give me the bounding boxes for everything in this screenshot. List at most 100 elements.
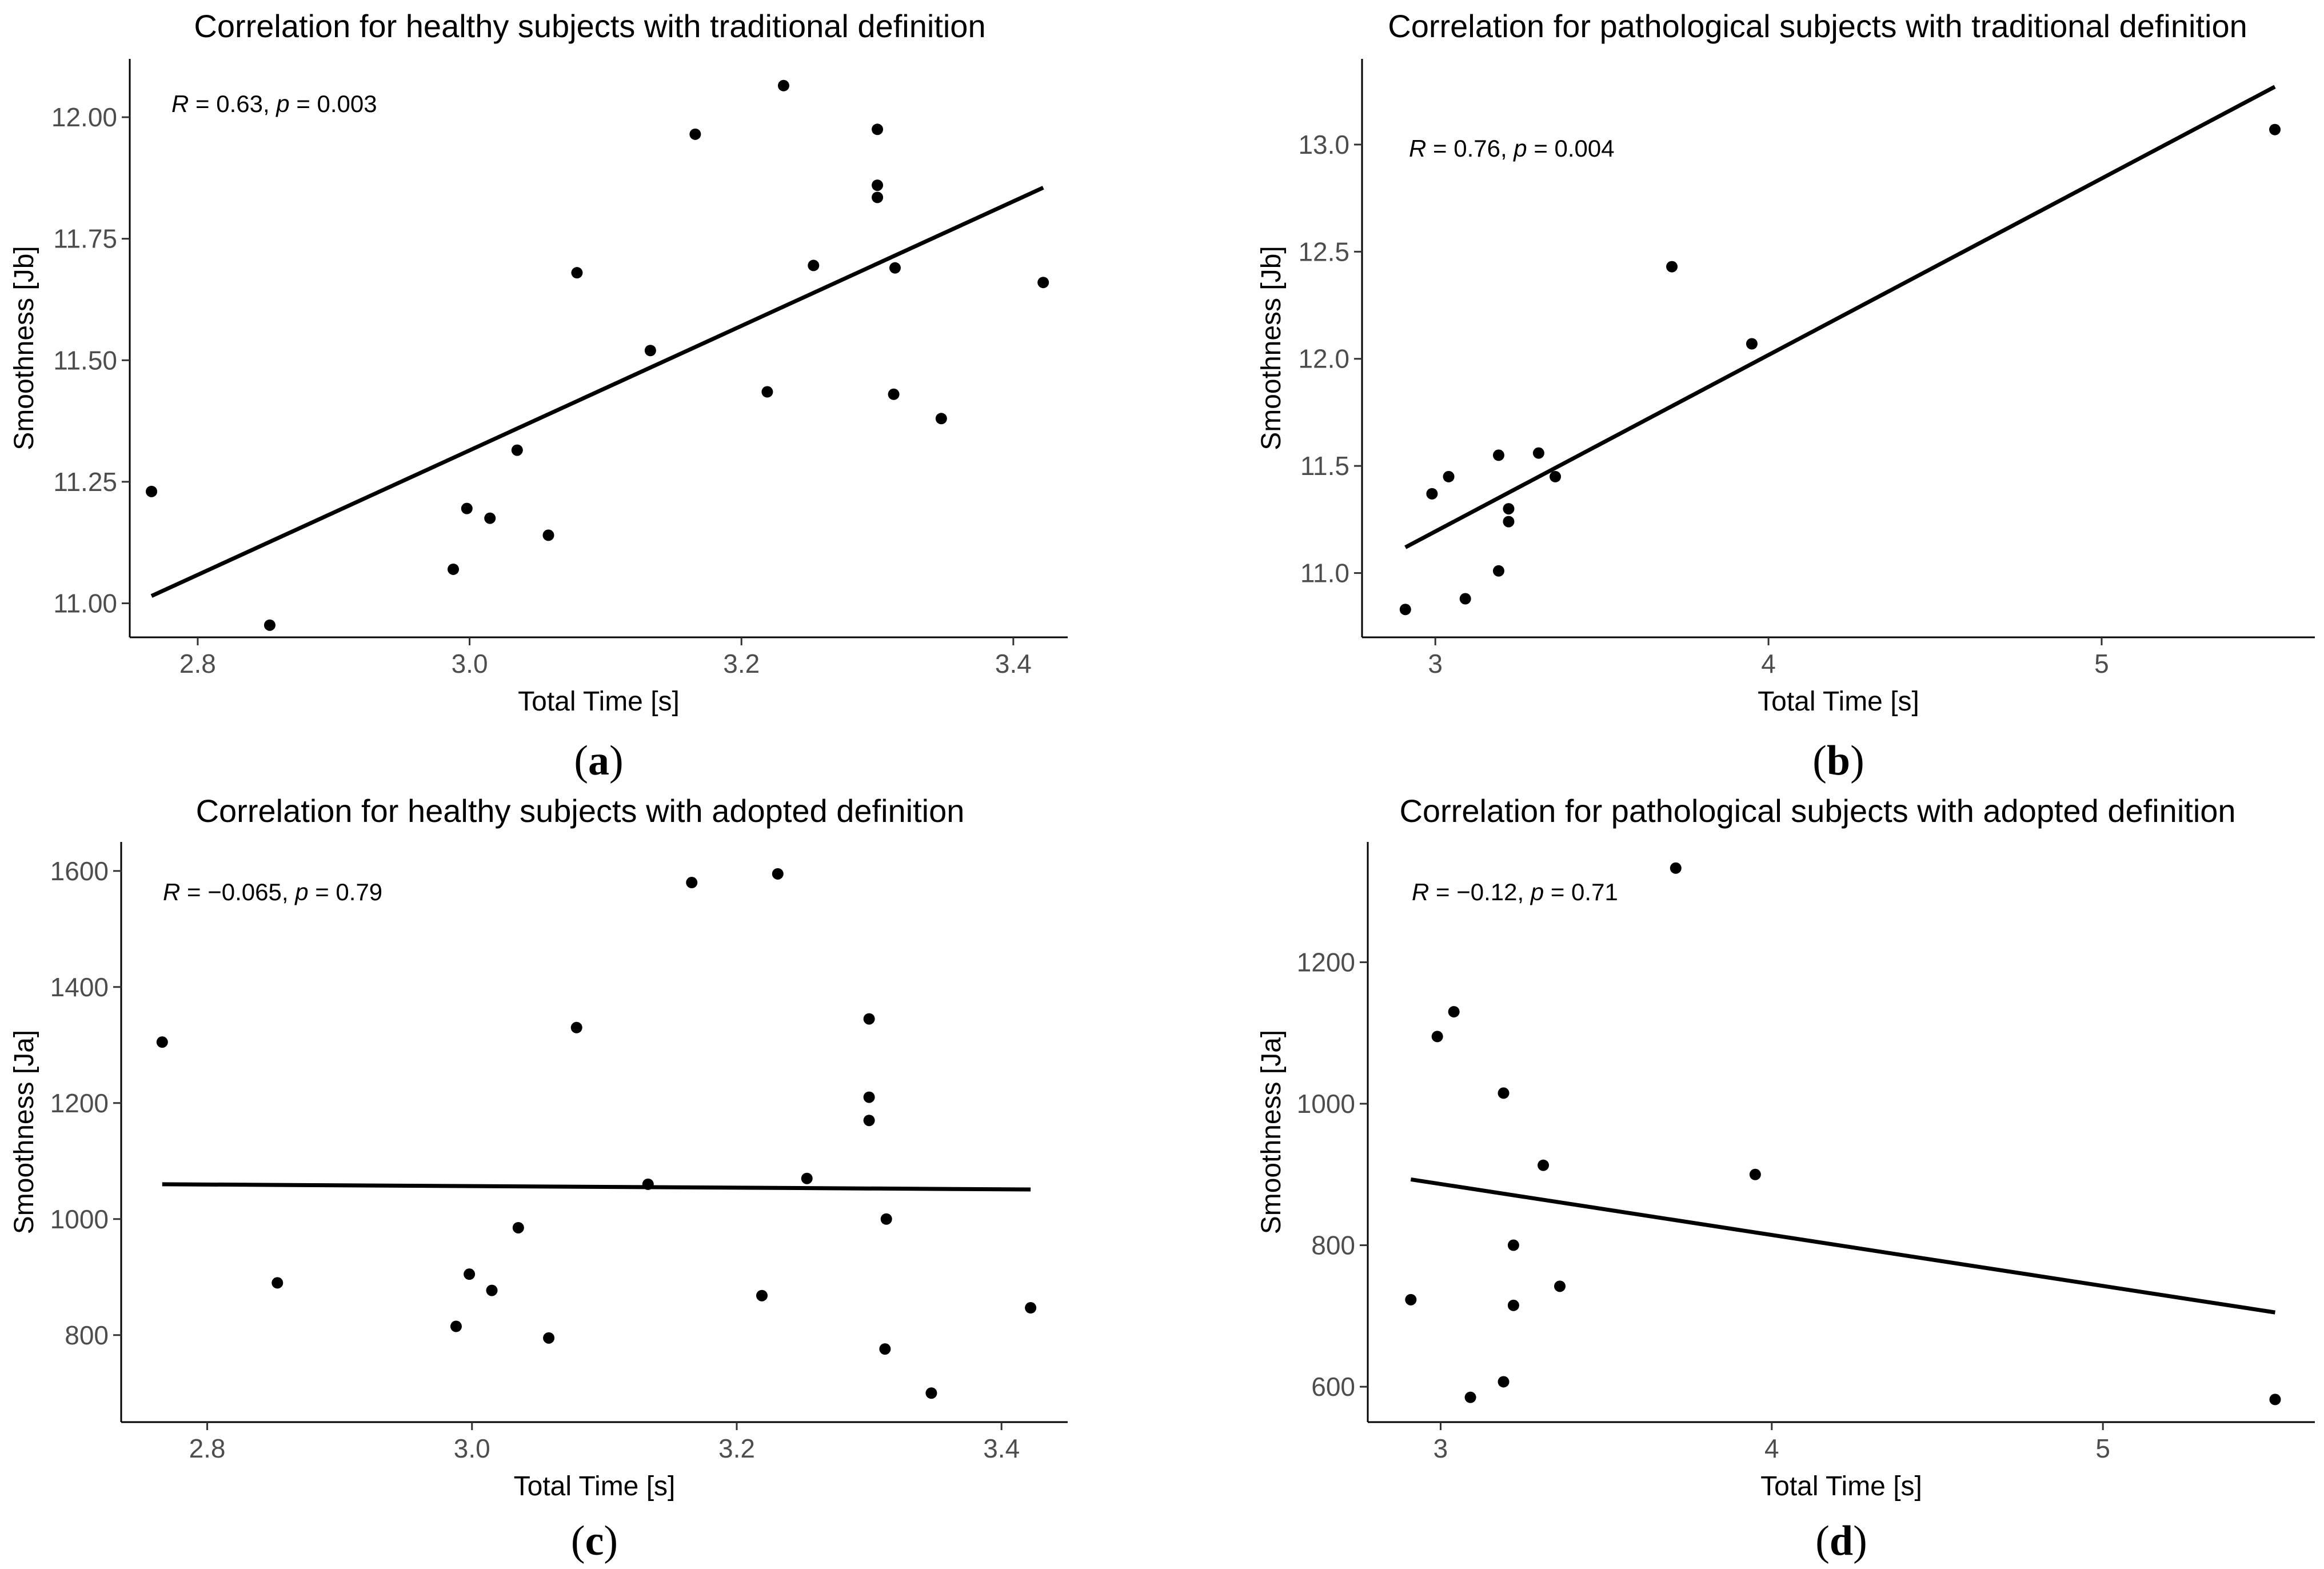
x-axis-label: Total Time [s] — [1760, 1471, 1922, 1502]
panel-paren: ( — [571, 1518, 585, 1564]
annotation-symbol: p — [1530, 879, 1544, 905]
data-point — [1498, 1376, 1510, 1388]
data-point — [263, 619, 275, 631]
data-point — [808, 259, 820, 272]
y-tick-label: 11.00 — [53, 588, 117, 618]
data-point — [542, 529, 554, 541]
data-point — [872, 123, 884, 135]
data-point — [511, 444, 523, 456]
y-tick-label: 11.0 — [1300, 558, 1349, 588]
data-point — [1507, 1239, 1519, 1251]
data-point — [1459, 593, 1471, 605]
y-axis-label: Smoothness [Ja] — [1256, 1030, 1287, 1235]
data-point — [1431, 1031, 1443, 1043]
x-tick-label: 2.8 — [189, 1434, 226, 1463]
data-point — [935, 413, 947, 425]
annotation-symbol: p — [275, 90, 289, 117]
data-point — [1492, 565, 1504, 577]
x-tick-label: 5 — [2094, 649, 2109, 678]
panel-label: (d) — [1815, 1518, 1867, 1564]
x-tick-label: 3.2 — [723, 649, 760, 678]
data-point — [863, 1091, 875, 1103]
data-point — [1498, 1087, 1510, 1099]
data-point — [1443, 470, 1455, 482]
panel-paren: ( — [1815, 1518, 1830, 1564]
data-point — [689, 128, 701, 140]
y-tick-label: 11.75 — [53, 224, 117, 254]
data-point — [450, 1320, 462, 1332]
panel-letter: c — [585, 1518, 604, 1564]
data-point — [1532, 447, 1544, 459]
panel-paren: ( — [1812, 737, 1827, 784]
chart-panel-a: Correlation for healthy subjects with tr… — [9, 8, 1068, 784]
data-point — [2269, 123, 2281, 135]
data-point — [543, 1332, 555, 1344]
data-point — [1538, 1159, 1550, 1171]
data-point — [880, 1213, 892, 1225]
y-tick-label: 1000 — [1297, 1089, 1355, 1119]
regression-line — [1410, 1177, 2276, 1315]
data-point — [1670, 862, 1682, 874]
data-point — [863, 1013, 875, 1025]
y-tick-label: 11.25 — [53, 467, 117, 497]
data-point — [2269, 1394, 2281, 1406]
y-axis-label: Smoothness [Ja] — [9, 1030, 39, 1235]
data-point — [512, 1221, 524, 1233]
annotation-value: = 0.71 — [1544, 879, 1618, 905]
correlation-annotation: R = 0.63, p = 0.003 — [171, 90, 377, 117]
data-point — [761, 386, 773, 398]
data-point — [777, 79, 789, 91]
y-tick-label: 11.50 — [53, 345, 117, 375]
y-tick-label: 12.0 — [1298, 344, 1349, 374]
chart-panel-d: Correlation for pathological subjects wi… — [1256, 793, 2315, 1564]
data-point — [772, 868, 784, 880]
y-tick-label: 1400 — [50, 972, 109, 1002]
x-tick-label: 3.4 — [995, 649, 1032, 678]
y-tick-label: 800 — [65, 1320, 109, 1350]
chart-title: Correlation for healthy subjects with tr… — [194, 8, 985, 44]
annotation-symbol: p — [294, 879, 308, 905]
x-tick-label: 4 — [1761, 649, 1776, 678]
data-point — [1746, 338, 1758, 350]
regression-line — [162, 1182, 1031, 1192]
x-tick-label: 3.4 — [983, 1434, 1020, 1463]
y-tick-label: 13.0 — [1298, 130, 1349, 159]
panel-paren: ( — [574, 737, 588, 784]
annotation-value: = 0.76, — [1426, 135, 1514, 162]
data-point — [570, 1021, 582, 1033]
data-point — [1507, 1299, 1519, 1311]
data-point — [642, 1178, 654, 1190]
data-point — [486, 1284, 498, 1296]
y-tick-label: 1200 — [50, 1088, 109, 1118]
chart-title: Correlation for healthy subjects with ad… — [196, 793, 965, 829]
panel-label: (b) — [1812, 737, 1864, 784]
panel-label: (a) — [574, 737, 623, 784]
x-axis-label: Total Time [s] — [518, 686, 680, 717]
annotation-value: = 0.79 — [309, 879, 383, 905]
correlation-annotation: R = −0.065, p = 0.79 — [163, 879, 382, 905]
panel-paren: ) — [604, 1518, 618, 1564]
annotation-value: = 0.004 — [1527, 135, 1615, 162]
data-point — [1025, 1302, 1037, 1314]
data-point — [1492, 449, 1504, 461]
panel-letter: a — [588, 737, 609, 784]
data-point — [888, 388, 900, 400]
data-point — [464, 1268, 476, 1280]
panel-paren: ) — [609, 737, 624, 784]
y-tick-label: 1200 — [1297, 947, 1355, 977]
annotation-value: = −0.065, — [180, 879, 295, 905]
data-point — [925, 1387, 937, 1399]
data-point — [1666, 261, 1678, 273]
data-point — [1554, 1280, 1566, 1292]
chart-title: Correlation for pathological subjects wi… — [1399, 793, 2235, 829]
x-axis-label: Total Time [s] — [1758, 686, 1919, 717]
annotation-symbol: R — [163, 879, 180, 905]
data-point — [271, 1277, 283, 1289]
data-point — [801, 1172, 813, 1184]
x-axis-label: Total Time [s] — [514, 1471, 676, 1502]
y-tick-label: 11.5 — [1300, 451, 1349, 481]
data-point — [879, 1343, 891, 1355]
x-tick-label: 3 — [1433, 1434, 1448, 1463]
data-point — [872, 179, 884, 191]
